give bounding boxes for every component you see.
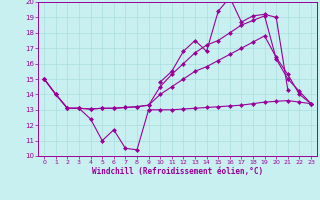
X-axis label: Windchill (Refroidissement éolien,°C): Windchill (Refroidissement éolien,°C) (92, 167, 263, 176)
